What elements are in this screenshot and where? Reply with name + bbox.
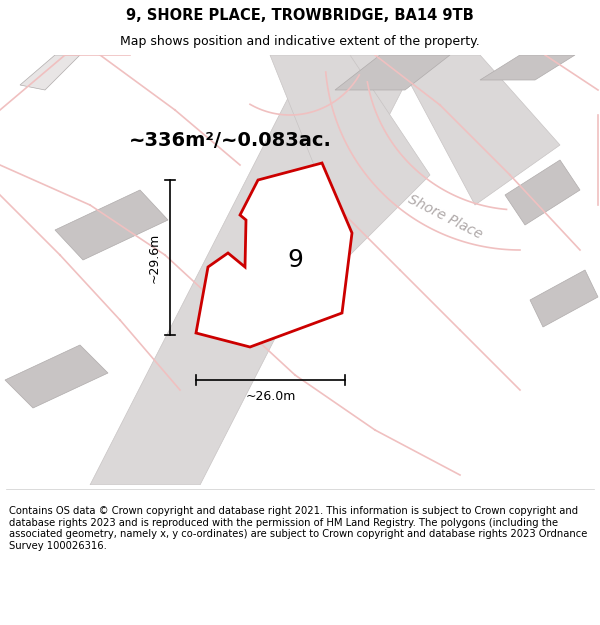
Text: Shore Place: Shore Place bbox=[406, 192, 484, 242]
Polygon shape bbox=[90, 55, 420, 485]
Polygon shape bbox=[505, 160, 580, 225]
Polygon shape bbox=[196, 163, 352, 347]
Text: Contains OS data © Crown copyright and database right 2021. This information is : Contains OS data © Crown copyright and d… bbox=[9, 506, 587, 551]
Polygon shape bbox=[530, 270, 598, 327]
Text: ~29.6m: ~29.6m bbox=[148, 232, 161, 282]
Text: 9, SHORE PLACE, TROWBRIDGE, BA14 9TB: 9, SHORE PLACE, TROWBRIDGE, BA14 9TB bbox=[126, 8, 474, 23]
Polygon shape bbox=[270, 55, 430, 255]
Text: ~26.0m: ~26.0m bbox=[245, 391, 296, 404]
Polygon shape bbox=[5, 345, 108, 408]
Polygon shape bbox=[55, 190, 168, 260]
Text: 9: 9 bbox=[287, 248, 303, 272]
Text: ~336m²/~0.083ac.: ~336m²/~0.083ac. bbox=[128, 131, 331, 149]
Polygon shape bbox=[480, 55, 575, 80]
Polygon shape bbox=[20, 55, 80, 90]
Polygon shape bbox=[395, 55, 560, 205]
Polygon shape bbox=[335, 55, 450, 90]
Text: Map shows position and indicative extent of the property.: Map shows position and indicative extent… bbox=[120, 35, 480, 48]
